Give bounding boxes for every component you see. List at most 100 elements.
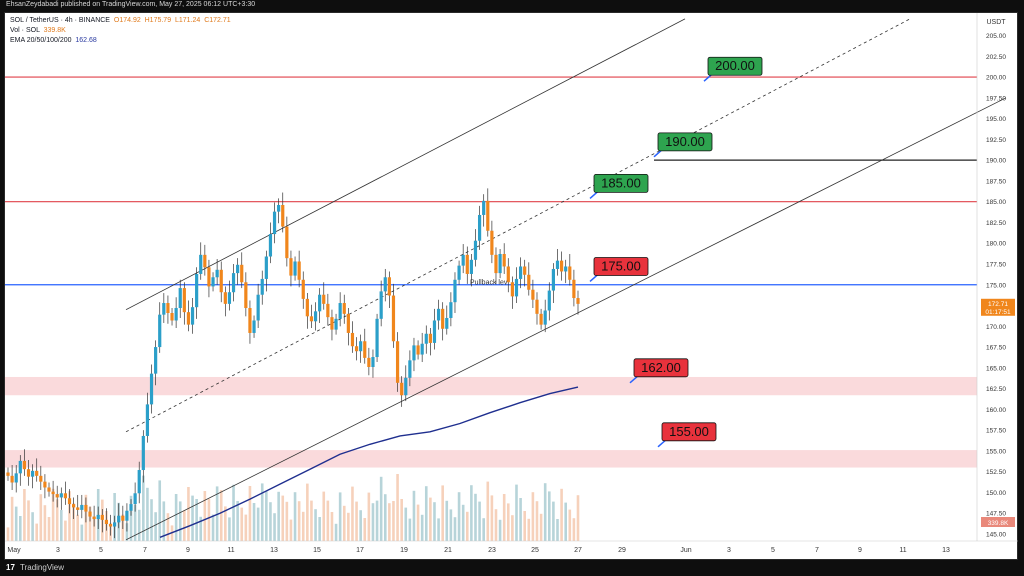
candle[interactable] [26, 460, 31, 486]
candle[interactable] [465, 246, 469, 284]
candle[interactable] [240, 252, 244, 289]
candle[interactable] [404, 365, 408, 402]
candle[interactable] [47, 482, 51, 497]
candle[interactable] [322, 282, 326, 310]
candle[interactable] [285, 216, 289, 267]
candle[interactable] [117, 503, 121, 529]
candle[interactable] [305, 293, 309, 329]
candle[interactable] [59, 487, 63, 510]
candle[interactable] [35, 458, 39, 482]
candle[interactable] [318, 288, 322, 323]
candle[interactable] [18, 455, 22, 486]
candle[interactable] [531, 279, 535, 309]
candle[interactable] [223, 286, 227, 317]
candle[interactable] [514, 267, 519, 304]
candle[interactable] [6, 467, 10, 481]
candle[interactable] [363, 328, 367, 364]
candle[interactable] [268, 222, 273, 264]
candle[interactable] [215, 258, 219, 285]
candle[interactable] [227, 280, 232, 311]
candle[interactable] [182, 282, 186, 325]
level-label-155.00[interactable]: 155.00 [657, 422, 717, 448]
candle[interactable] [121, 505, 125, 530]
candle[interactable] [506, 258, 510, 293]
candle[interactable] [359, 334, 363, 363]
candle[interactable] [469, 254, 473, 287]
ema-line[interactable] [159, 386, 579, 538]
candle[interactable] [248, 300, 252, 344]
candle[interactable] [424, 325, 428, 354]
candle[interactable] [293, 256, 297, 281]
level-label-200.00[interactable]: 200.00 [703, 56, 763, 82]
candle[interactable] [72, 497, 76, 520]
candle[interactable] [477, 205, 482, 250]
candle[interactable] [39, 465, 43, 490]
candle[interactable] [379, 280, 383, 327]
candle[interactable] [490, 220, 494, 264]
candle[interactable] [76, 494, 80, 516]
candle[interactable] [461, 244, 465, 274]
candle[interactable] [104, 508, 109, 531]
candle[interactable] [277, 198, 281, 224]
candle[interactable] [568, 254, 572, 286]
candle[interactable] [289, 250, 293, 287]
candle[interactable] [547, 282, 551, 321]
candle[interactable] [170, 308, 174, 326]
candle[interactable] [149, 364, 154, 414]
candle[interactable] [457, 260, 461, 285]
candle[interactable] [166, 295, 170, 324]
candle[interactable] [211, 272, 215, 292]
candle[interactable] [391, 283, 396, 348]
candle[interactable] [432, 308, 437, 350]
candle[interactable] [297, 250, 301, 288]
candle[interactable] [51, 480, 55, 502]
candle[interactable] [100, 509, 104, 533]
candle[interactable] [256, 283, 260, 328]
candle[interactable] [342, 294, 346, 324]
candle[interactable] [572, 269, 576, 307]
candle[interactable] [367, 347, 371, 376]
candle[interactable] [441, 302, 445, 341]
candle[interactable] [449, 292, 453, 327]
candle[interactable] [527, 262, 531, 296]
candle[interactable] [14, 465, 18, 493]
candle[interactable] [186, 300, 191, 332]
candle[interactable] [264, 250, 268, 292]
candle[interactable] [272, 202, 277, 244]
candle[interactable] [371, 349, 375, 378]
candle[interactable] [162, 293, 166, 323]
candle[interactable] [190, 298, 195, 334]
candle[interactable] [576, 290, 580, 315]
candle[interactable] [84, 497, 88, 523]
candle[interactable] [55, 485, 59, 508]
candle[interactable] [313, 302, 318, 331]
candle[interactable] [67, 489, 72, 514]
candle[interactable] [502, 243, 506, 274]
candle[interactable] [178, 279, 182, 318]
candle[interactable] [428, 327, 432, 356]
candle[interactable] [445, 305, 449, 335]
candle[interactable] [350, 321, 355, 353]
candle[interactable] [408, 350, 412, 387]
candle[interactable] [260, 270, 264, 305]
candle[interactable] [125, 503, 129, 532]
candle[interactable] [133, 482, 137, 512]
candle[interactable] [559, 251, 564, 281]
candle[interactable] [80, 494, 84, 519]
candle[interactable] [207, 259, 211, 298]
candle[interactable] [387, 271, 391, 309]
candle[interactable] [510, 276, 514, 309]
candle[interactable] [420, 332, 424, 363]
candle[interactable] [453, 272, 457, 313]
candle[interactable] [10, 465, 14, 490]
candle[interactable] [338, 292, 342, 327]
candle[interactable] [195, 267, 199, 319]
candle[interactable] [494, 247, 498, 284]
candle[interactable] [486, 188, 490, 237]
candle[interactable] [416, 340, 420, 360]
candle[interactable] [203, 244, 207, 276]
candle[interactable] [523, 259, 527, 287]
candle[interactable] [473, 229, 478, 267]
candle[interactable] [252, 315, 256, 338]
